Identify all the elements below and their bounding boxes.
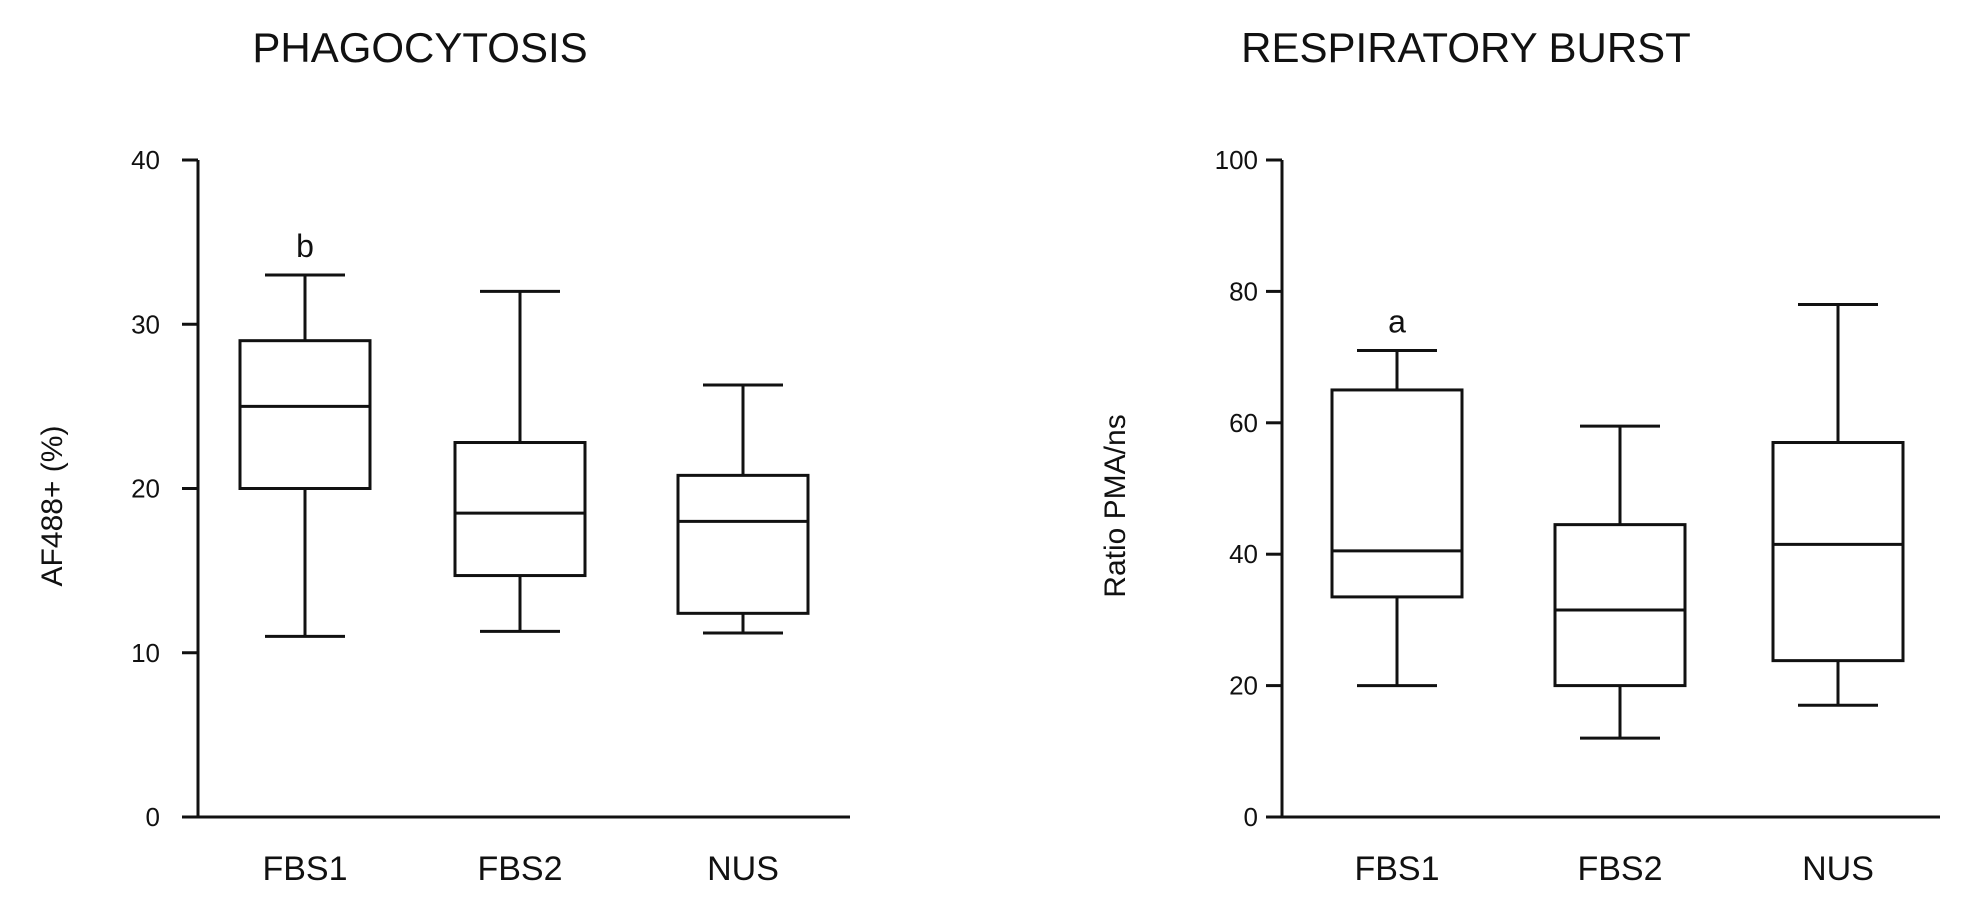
y-tick-label: 10	[131, 638, 160, 668]
phagocytosis-chart: PHAGOCYTOSIS AF488+ (%) 0 10 20 30 40 b FBS1…	[36, 24, 850, 888]
y-tick-label: 0	[1244, 802, 1258, 832]
y-ticks: 0 20 40 60 80 100	[1215, 145, 1282, 832]
box-fbs2	[453, 289, 587, 633]
y-tick-label: 60	[1229, 408, 1258, 438]
box-fbs1: b	[238, 228, 372, 638]
x-category-label: FBS1	[1354, 850, 1439, 888]
y-axis-label: AF488+ (%)	[36, 426, 69, 587]
iqr-box	[453, 441, 587, 578]
y-tick-label: 40	[131, 145, 160, 175]
boxes: a	[1330, 303, 1905, 740]
y-tick-label: 100	[1215, 145, 1258, 175]
y-tick-label: 30	[131, 309, 160, 339]
y-ticks: 0 10 20 30 40	[131, 145, 198, 832]
chart-title: PHAGOCYTOSIS	[252, 24, 587, 71]
box-fbs2	[1553, 424, 1687, 740]
chart-title: RESPIRATORY BURST	[1241, 24, 1691, 71]
box-nus	[676, 383, 810, 635]
significance-label: b	[296, 228, 314, 264]
x-category-label: FBS2	[477, 850, 562, 888]
y-tick-label: 20	[1229, 671, 1258, 701]
category-labels: FBS1 FBS2 NUS	[262, 850, 778, 888]
y-tick-label: 0	[146, 802, 160, 832]
category-labels: FBS1 FBS2 NUS	[1354, 850, 1873, 888]
iqr-box	[676, 473, 810, 615]
iqr-box	[238, 339, 372, 490]
y-axis-label: Ratio PMA/ns	[1099, 414, 1132, 597]
box-nus	[1771, 303, 1905, 707]
boxes: b	[238, 228, 810, 638]
iqr-box	[1553, 523, 1687, 688]
x-category-label: NUS	[707, 850, 779, 888]
significance-label: a	[1388, 304, 1406, 340]
x-category-label: NUS	[1802, 850, 1874, 888]
iqr-box	[1771, 441, 1905, 663]
iqr-box	[1330, 388, 1464, 599]
y-tick-label: 80	[1229, 276, 1258, 306]
respiratory-burst-chart: RESPIRATORY BURST Ratio PMA/ns 0 20 40 60 80…	[1099, 24, 1940, 888]
box-fbs1: a	[1330, 304, 1464, 688]
y-tick-label: 40	[1229, 539, 1258, 569]
x-category-label: FBS2	[1577, 850, 1662, 888]
y-tick-label: 20	[131, 474, 160, 504]
x-category-label: FBS1	[262, 850, 347, 888]
